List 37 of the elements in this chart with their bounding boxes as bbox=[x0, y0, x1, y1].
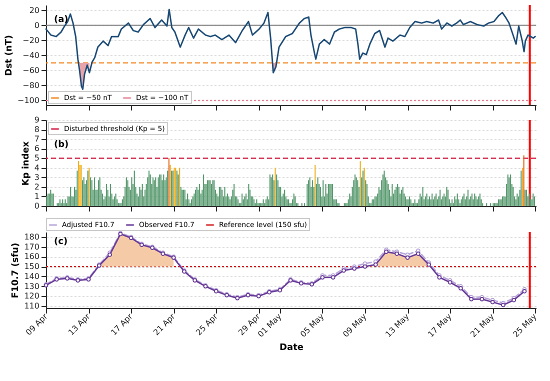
y-tick-label: −80 bbox=[22, 80, 40, 90]
y-tick-label: −60 bbox=[22, 66, 40, 75]
y-tick-label: 150 bbox=[24, 262, 40, 272]
annotation: (b) bbox=[54, 140, 69, 150]
y-tick-label: 140 bbox=[24, 272, 40, 281]
y-tick-label: 3 bbox=[34, 172, 40, 182]
x-tick-label: 17 Apr bbox=[109, 311, 135, 338]
y-tick-label: 4 bbox=[34, 163, 40, 172]
y-tick-label: −40 bbox=[22, 50, 40, 60]
y-tick-label: 110 bbox=[24, 302, 40, 311]
annotation: (a) bbox=[54, 15, 68, 25]
y-tick-label: 8 bbox=[34, 125, 40, 134]
y-tick-label: 170 bbox=[24, 242, 40, 252]
y-tick-label: 0 bbox=[34, 202, 40, 210]
y-tick-label: 6 bbox=[34, 144, 40, 154]
y-axis-title: Kp index bbox=[21, 141, 32, 186]
y-tick-label: 5 bbox=[34, 154, 40, 163]
y-tick-label: 1 bbox=[34, 192, 40, 201]
y-tick-label: 7 bbox=[34, 134, 40, 144]
y-tick-label: −20 bbox=[22, 36, 40, 45]
y-tick-label: 2 bbox=[34, 182, 40, 192]
y-tick-label: 20 bbox=[29, 6, 40, 15]
x-axis-title: Date bbox=[280, 343, 304, 354]
y-tick-label: 9 bbox=[34, 116, 40, 124]
y-tick-label: −100 bbox=[18, 96, 40, 105]
x-tick-label: 13 Apr bbox=[66, 311, 92, 338]
x-tick-label: 09 Apr bbox=[24, 311, 50, 338]
y-tick-label: 180 bbox=[24, 232, 40, 242]
y-tick-label: 120 bbox=[24, 292, 40, 301]
y-tick-label: 0 bbox=[34, 20, 40, 30]
y-tick-label: 160 bbox=[24, 252, 40, 262]
y-axis-title: F10.7 (sfu) bbox=[11, 242, 22, 298]
annotation: (c) bbox=[54, 237, 68, 247]
x-tick-label: 21 Apr bbox=[152, 311, 178, 338]
x-tick-label: 25 Apr bbox=[194, 311, 220, 338]
y-axis-title: Dst (nT) bbox=[4, 34, 15, 76]
y-tick-label: 130 bbox=[24, 282, 40, 291]
